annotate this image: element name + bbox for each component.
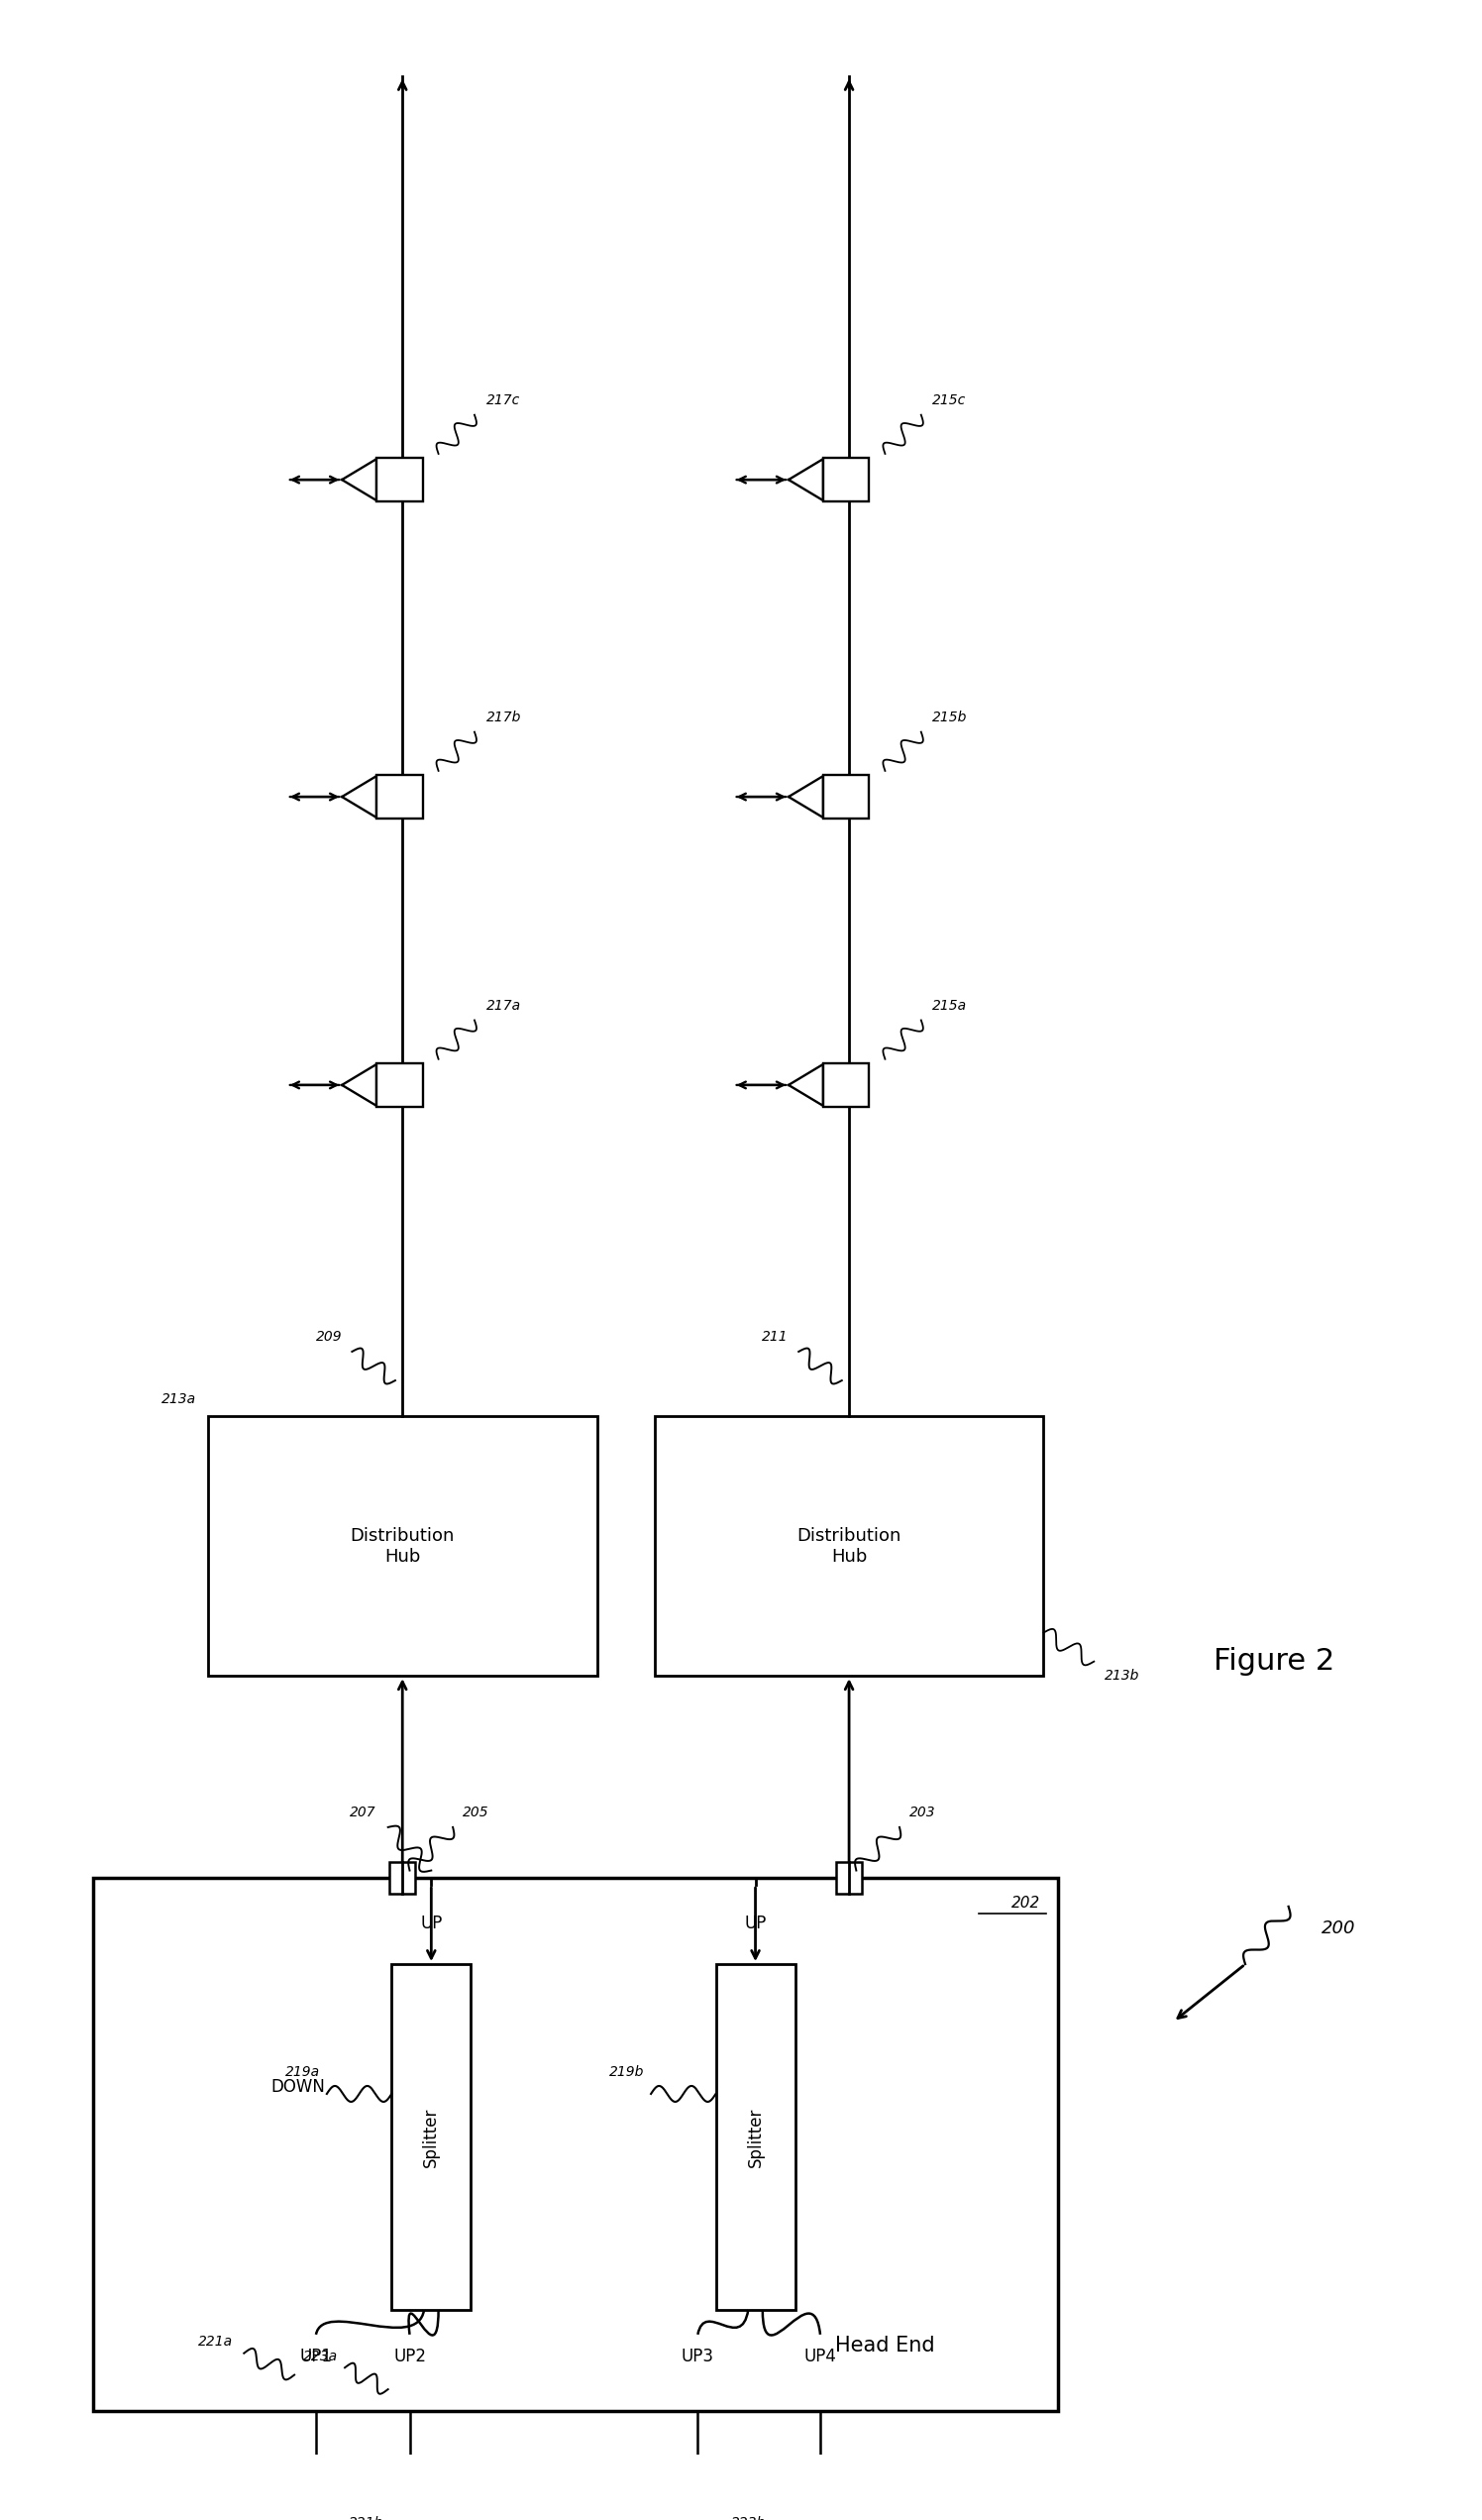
- Text: 223a: 223a: [302, 2349, 338, 2364]
- Polygon shape: [788, 776, 823, 816]
- Text: 215a: 215a: [932, 998, 968, 1013]
- Text: 215c: 215c: [932, 393, 966, 408]
- Text: 221b: 221b: [348, 2517, 384, 2520]
- Text: 213a: 213a: [162, 1391, 197, 1406]
- Text: 219b: 219b: [609, 2066, 643, 2079]
- Text: 215b: 215b: [932, 711, 968, 723]
- Text: UP3: UP3: [682, 2346, 714, 2366]
- Text: 217c: 217c: [486, 393, 520, 408]
- Bar: [93, 1877, 1058, 2412]
- Polygon shape: [788, 459, 823, 501]
- Text: 211: 211: [762, 1331, 788, 1343]
- Text: UP2: UP2: [393, 2346, 425, 2366]
- Text: 217a: 217a: [486, 998, 520, 1013]
- Text: 200: 200: [1322, 1920, 1356, 1938]
- Text: 203: 203: [910, 1807, 937, 1819]
- Text: Splitter: Splitter: [747, 2107, 765, 2167]
- Polygon shape: [342, 1063, 376, 1106]
- Bar: [390, 1862, 415, 1893]
- Bar: [716, 1963, 794, 2311]
- Text: Head End: Head End: [836, 2336, 935, 2356]
- Text: 217b: 217b: [486, 711, 522, 723]
- Bar: [376, 1063, 422, 1106]
- Text: Figure 2: Figure 2: [1214, 1648, 1335, 1676]
- Text: DOWN: DOWN: [271, 2076, 325, 2097]
- Text: Distribution
Hub: Distribution Hub: [797, 1527, 901, 1565]
- Text: UP: UP: [744, 1915, 766, 1933]
- Bar: [836, 1862, 863, 1893]
- Bar: [823, 774, 870, 819]
- Text: 205: 205: [462, 1807, 489, 1819]
- Polygon shape: [788, 1063, 823, 1106]
- Text: 202: 202: [1012, 1895, 1040, 1910]
- Text: 209: 209: [316, 1331, 342, 1343]
- Text: 213b: 213b: [1104, 1668, 1140, 1683]
- Bar: [391, 1963, 471, 2311]
- Text: 221a: 221a: [197, 2336, 233, 2349]
- Text: 207: 207: [350, 1807, 376, 1819]
- Bar: [823, 1063, 870, 1106]
- Polygon shape: [342, 459, 376, 501]
- Text: UP: UP: [421, 1915, 442, 1933]
- Text: Distribution
Hub: Distribution Hub: [350, 1527, 455, 1565]
- Text: 223b: 223b: [731, 2517, 766, 2520]
- Text: UP1: UP1: [299, 2346, 332, 2366]
- Bar: [823, 459, 870, 501]
- Bar: [207, 1416, 597, 1676]
- Bar: [655, 1416, 1043, 1676]
- Bar: [376, 774, 422, 819]
- Text: Splitter: Splitter: [422, 2107, 440, 2167]
- Text: 219a: 219a: [285, 2066, 320, 2079]
- Bar: [376, 459, 422, 501]
- Text: UP4: UP4: [803, 2346, 836, 2366]
- Polygon shape: [342, 776, 376, 816]
